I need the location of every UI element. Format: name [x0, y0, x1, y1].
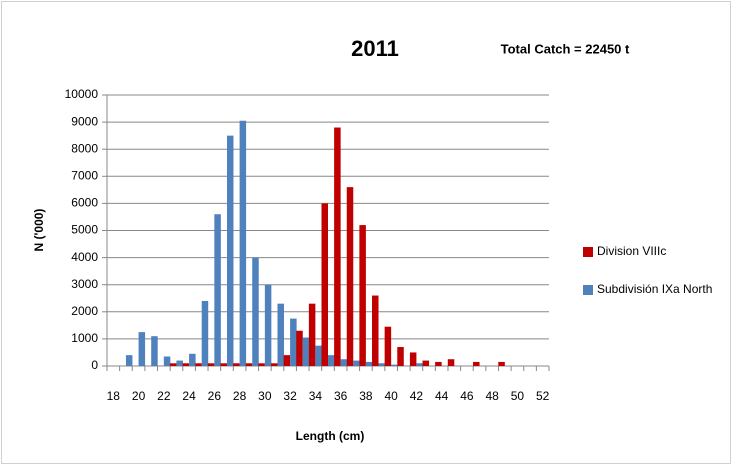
x-tick-label: 40 — [384, 389, 398, 403]
bar — [365, 361, 373, 366]
y-tick-label: 2000 — [71, 304, 98, 318]
legend-label: Subdivisión IXa North — [597, 282, 712, 296]
bar — [214, 214, 221, 366]
bar — [226, 135, 234, 366]
bar — [245, 363, 253, 366]
x-tick-label: 50 — [511, 389, 525, 403]
bar — [384, 326, 392, 366]
bar — [359, 225, 366, 366]
legend-swatch — [583, 285, 593, 295]
bar — [201, 300, 209, 366]
y-tick-label: 4000 — [71, 250, 98, 264]
bar — [138, 332, 146, 366]
y-tick-label: 10000 — [65, 87, 99, 101]
bar — [416, 363, 423, 366]
bar — [290, 318, 297, 366]
x-tick-label: 32 — [283, 389, 297, 403]
bar — [346, 187, 354, 366]
bar — [308, 303, 316, 366]
bar — [151, 336, 158, 366]
bar — [296, 330, 303, 366]
bar — [353, 360, 360, 366]
bar — [252, 257, 259, 366]
x-tick-label: 36 — [334, 389, 348, 403]
bar — [378, 363, 386, 366]
bar — [283, 355, 291, 366]
x-tick-label: 18 — [107, 389, 121, 403]
bar — [447, 359, 455, 366]
x-tick-label: 26 — [208, 389, 222, 403]
x-tick-label: 24 — [182, 389, 196, 403]
bar — [328, 355, 335, 366]
x-axis-label: Length (cm) — [296, 429, 365, 443]
x-tick-label: 22 — [157, 389, 171, 403]
bar — [207, 363, 215, 366]
bar — [435, 361, 442, 366]
y-tick-label: 1000 — [71, 331, 98, 345]
bar — [397, 347, 404, 366]
chart-border — [1, 1, 731, 464]
bar — [233, 363, 240, 366]
y-tick-label: 3000 — [71, 277, 98, 291]
x-tick-label: 30 — [258, 389, 272, 403]
y-tick-label: 0 — [91, 358, 98, 372]
legend-swatch — [583, 247, 593, 257]
bar — [321, 203, 328, 366]
bar — [334, 127, 341, 367]
y-tick-label: 7000 — [71, 168, 98, 182]
y-tick-label: 9000 — [71, 114, 98, 128]
x-tick-label: 34 — [309, 389, 323, 403]
x-tick-label: 44 — [435, 389, 449, 403]
bar — [340, 359, 348, 366]
y-axis-label: N ('000) — [32, 209, 46, 252]
bar — [277, 303, 284, 366]
bar — [239, 120, 247, 367]
bar — [182, 363, 190, 366]
chart-title: 2011 — [351, 36, 399, 61]
bar — [409, 352, 417, 366]
bar — [315, 345, 322, 366]
y-tick-label: 5000 — [71, 223, 98, 237]
bar — [189, 353, 196, 366]
x-tick-label: 42 — [410, 389, 424, 403]
bar — [176, 360, 183, 366]
bar — [195, 363, 202, 366]
bar — [391, 364, 398, 366]
bar — [264, 284, 272, 366]
bar — [422, 360, 430, 366]
x-tick-label: 28 — [233, 389, 247, 403]
x-tick-label: 20 — [132, 389, 146, 403]
bar — [270, 363, 278, 366]
x-tick-label: 52 — [536, 389, 550, 403]
bar — [498, 361, 505, 366]
chart-subtitle: Total Catch = 22450 t — [501, 41, 630, 56]
x-tick-label: 48 — [485, 389, 499, 403]
bar — [372, 295, 379, 366]
bar — [220, 363, 227, 366]
bar — [169, 363, 177, 366]
x-tick-label: 38 — [359, 389, 373, 403]
bar — [125, 355, 133, 366]
bar — [258, 363, 265, 366]
bar — [302, 337, 310, 366]
bar — [473, 361, 480, 366]
x-tick-label: 46 — [460, 389, 474, 403]
y-tick-label: 6000 — [71, 196, 98, 210]
bar — [163, 356, 171, 366]
legend-label: Division VIIIc — [597, 244, 666, 258]
y-tick-label: 8000 — [71, 141, 98, 155]
